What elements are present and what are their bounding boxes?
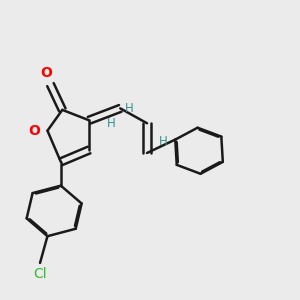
- Text: H: H: [107, 117, 116, 130]
- Text: H: H: [159, 135, 168, 148]
- Text: Cl: Cl: [33, 267, 47, 281]
- Text: H: H: [125, 102, 134, 115]
- Text: O: O: [40, 66, 52, 80]
- Text: O: O: [28, 124, 40, 138]
